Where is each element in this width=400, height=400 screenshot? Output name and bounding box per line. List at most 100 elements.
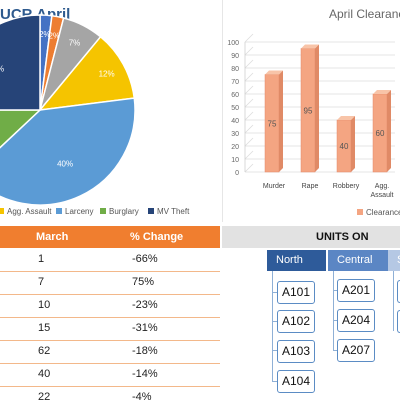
unit-a103[interactable]: A103 <box>277 340 315 363</box>
y-tick-label: 40 <box>231 118 239 125</box>
pie-chart-panel: UCR April 2%2%7%12%40%2% Agg. Assault La… <box>0 0 218 222</box>
table-cell-change: -66% <box>132 253 158 265</box>
legend-swatch <box>148 208 154 214</box>
tree-connector <box>272 292 277 293</box>
tree-connector <box>272 271 273 382</box>
units-on-duty-panel: UNITS ON North Central S A101 A102 A103 … <box>222 226 400 400</box>
pie-data-label: 40% <box>57 159 73 168</box>
gridline-depth <box>244 124 254 134</box>
units-title: UNITS ON <box>316 231 369 243</box>
x-tick-label: Assault <box>371 192 394 199</box>
table-cell-change: -14% <box>132 368 158 380</box>
gridline-depth <box>244 59 254 69</box>
legend-swatch <box>0 208 4 214</box>
table-cell-march: 15 <box>38 322 51 334</box>
row-divider <box>0 294 220 295</box>
gridline-depth <box>244 137 254 147</box>
unit-a101[interactable]: A101 <box>277 281 315 304</box>
y-tick-label: 100 <box>227 40 239 47</box>
x-tick-label: Agg. <box>375 183 389 190</box>
y-tick-label: 70 <box>231 79 239 86</box>
legend-label: MV Theft <box>157 207 190 216</box>
pie-data-label: 2% <box>0 64 4 73</box>
gridline-depth <box>244 98 254 108</box>
table-cell-march: 7 <box>38 276 45 288</box>
legend-item-burglary: Burglary <box>100 207 139 216</box>
table-cell-march: 22 <box>38 391 51 400</box>
pie-slice-larceny <box>0 97 136 205</box>
unit-box-partial <box>397 280 400 303</box>
pie-slice-burglary <box>0 109 42 149</box>
bar-data-label: 95 <box>304 106 313 115</box>
region-central[interactable]: Central <box>328 250 392 271</box>
legend-swatch <box>56 208 62 214</box>
unit-a102[interactable]: A102 <box>277 310 315 333</box>
row-divider <box>0 271 220 272</box>
crime-comparison-table: March % Change 1 -66% 7 75% 10 -23% 15 -… <box>0 226 220 400</box>
pie-data-label: 2% <box>39 30 51 39</box>
region-north[interactable]: North <box>267 250 326 271</box>
table-cell-march: 1 <box>38 253 45 265</box>
bar-data-label: 40 <box>340 142 349 151</box>
tree-connector <box>272 381 277 382</box>
pie-data-label: 7% <box>69 38 81 47</box>
legend-item-agg-assault: Agg. Assault <box>0 207 51 216</box>
y-tick-label: 10 <box>231 157 239 164</box>
y-tick-label: 30 <box>231 131 239 138</box>
bar-chart-title: April Clearance <box>329 7 400 21</box>
bar-side-face <box>315 44 319 172</box>
gridline-depth <box>244 33 254 43</box>
tree-connector <box>333 320 337 321</box>
gridline-depth <box>244 111 254 121</box>
region-south[interactable]: S <box>388 250 400 271</box>
pie-slice-agg-assault <box>38 35 136 111</box>
legend-label: Burglary <box>109 207 139 216</box>
gridline-depth <box>244 150 254 160</box>
tree-connector <box>333 350 337 351</box>
row-divider <box>0 317 220 318</box>
pie-data-label: 2% <box>48 31 60 40</box>
table-cell-march: 10 <box>38 299 51 311</box>
bar-chart: 0 10 20 30 40 50 60 70 80 90 100 75 Murder 95 Rape 40 Ro… <box>227 33 400 217</box>
tree-connector <box>272 321 277 322</box>
table-cell-march: 62 <box>38 345 51 357</box>
row-divider <box>0 386 220 387</box>
gridline-depth <box>244 163 254 173</box>
unit-a204[interactable]: A204 <box>337 309 375 332</box>
bar-top-face <box>373 90 391 94</box>
table-cell-change: -23% <box>132 299 158 311</box>
bar-top-face <box>337 116 355 120</box>
units-header-bar <box>222 226 400 248</box>
unit-a201[interactable]: A201 <box>337 279 375 302</box>
y-tick-label: 60 <box>231 92 239 99</box>
legend-swatch <box>100 208 106 214</box>
legend-item-larceny: Larceny <box>56 207 93 216</box>
y-tick-label: 80 <box>231 66 239 73</box>
column-header-march: March <box>36 231 69 243</box>
bar-top-face <box>301 44 319 49</box>
row-divider <box>0 363 220 364</box>
tree-connector <box>393 271 394 331</box>
x-tick-label: Robbery <box>333 183 360 190</box>
bar-chart-panel: April Clearance 0 10 20 30 40 50 60 70 80 90 100 75… <box>222 0 400 222</box>
table-cell-change: -31% <box>132 322 158 334</box>
unit-a207[interactable]: A207 <box>337 339 375 362</box>
y-tick-label: 20 <box>231 144 239 151</box>
gridline-depth <box>244 46 254 56</box>
bar-side-face <box>351 116 355 172</box>
unit-a104[interactable]: A104 <box>277 370 315 393</box>
x-tick-label: Rape <box>302 183 319 190</box>
column-header-change: % Change <box>130 231 184 243</box>
y-tick-label: 0 <box>235 170 239 177</box>
pie-chart: 2%2%7%12%40%2% <box>0 14 136 205</box>
legend-label: Larceny <box>65 207 94 216</box>
bar-side-face <box>387 90 391 172</box>
tree-connector <box>333 290 337 291</box>
pie-slice-mv-theft <box>0 14 41 111</box>
y-tick-label: 50 <box>231 105 239 112</box>
table-cell-march: 40 <box>38 368 51 380</box>
tree-connector <box>333 271 334 351</box>
gridline-depth <box>244 85 254 95</box>
table-cell-change: -18% <box>132 345 158 357</box>
pie-chart-legend: Agg. Assault Larceny Burglary MV Theft <box>0 207 218 221</box>
